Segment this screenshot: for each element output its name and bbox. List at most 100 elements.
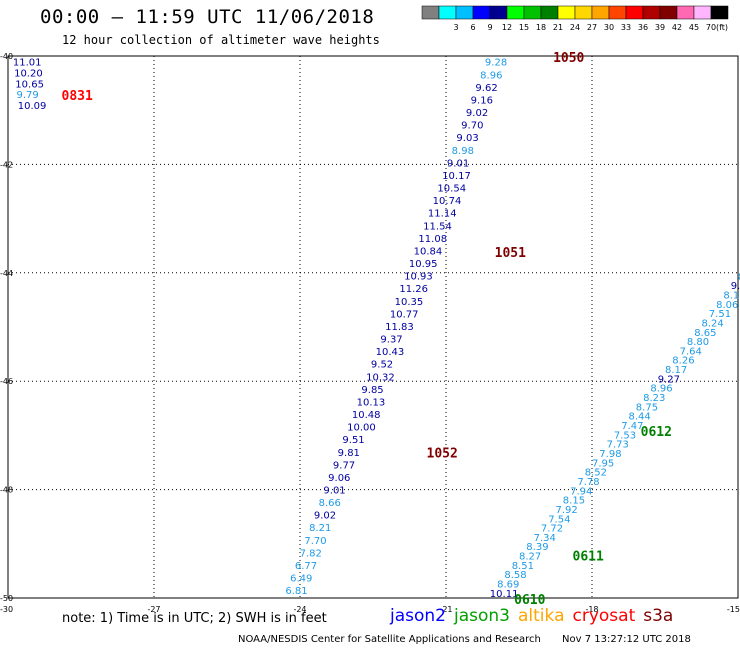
wave-height-label: 8.39 (526, 542, 548, 553)
grid-lines (8, 56, 738, 598)
wave-height-label: 8.17 (665, 365, 687, 376)
color-bin-label: 42 (672, 23, 682, 32)
color-bin-label: 39 (655, 23, 665, 32)
wave-height-label: 7.78 (577, 477, 599, 488)
wave-height-label: 9.52 (371, 360, 393, 371)
wave-height-label: 9.51 (342, 435, 364, 446)
color-bin (472, 5, 491, 20)
wave-height-label: 8 (738, 272, 740, 283)
color-bin-label: 15 (519, 23, 529, 32)
wave-height-label: 9.62 (475, 83, 497, 94)
wave-height-label: 9.01 (447, 158, 469, 169)
lon-tick-label: -15 (727, 605, 740, 614)
color-unit: (ft) (716, 23, 728, 32)
wave-height-label: 8.44 (629, 412, 651, 423)
note-text: note: 1) Time is in UTC; 2) SWH is in fe… (62, 611, 327, 626)
wave-height-label: 8.24 (702, 318, 724, 329)
color-bin (676, 5, 695, 20)
color-bin (421, 5, 440, 20)
pass-id-label: 0610 (514, 593, 545, 608)
track-1050: 9.288.969.629.169.029.709.038.989.0110.1… (285, 58, 507, 597)
color-bin (625, 5, 644, 20)
wave-height-label: 10.65 (15, 79, 44, 90)
legend-jason3: jason3 (454, 606, 510, 626)
wave-height-label: 7.94 (570, 486, 592, 497)
wave-height-label: 10.93 (404, 272, 433, 283)
wave-height-label: 10.74 (433, 196, 462, 207)
wave-height-label: 9.79 (17, 90, 39, 101)
wave-height-label: 7.34 (534, 533, 556, 544)
lat-tick-label: -50 (0, 594, 13, 603)
wave-height-label: 8.19 (723, 290, 740, 301)
color-bin-label: 12 (502, 23, 512, 32)
wave-height-label: 7.47 (621, 421, 643, 432)
color-bin (608, 5, 627, 20)
wave-height-label: 9.2 (731, 281, 740, 292)
lon-tick-label: -27 (147, 605, 160, 614)
track-labels: 11.0110.2010.659.7910.099.288.969.629.16… (13, 58, 740, 600)
color-bin-label: 30 (604, 23, 614, 32)
color-bin (574, 5, 593, 20)
wave-height-label: 8.52 (585, 468, 607, 479)
color-bin (489, 5, 508, 20)
wave-height-label: 11.14 (428, 209, 457, 220)
wave-height-label: 7.70 (304, 536, 326, 547)
wave-height-label: 8.98 (452, 146, 474, 157)
lat-tick-label: -46 (0, 377, 13, 386)
map-subtitle: 12 hour collection of altimeter wave hei… (62, 33, 380, 47)
footer: NOAA/NESDIS Center for Satellite Applica… (238, 634, 709, 645)
pass-labels: 0831 1050 1051 1052 0612 0611 0610 (62, 51, 672, 608)
map-title: 00:00 – 11:59 UTC 11/06/2018 (40, 6, 375, 28)
wave-height-label: 9.16 (471, 95, 493, 106)
color-bin-label: 27 (587, 23, 597, 32)
color-bin (438, 5, 457, 20)
color-bin-label: 45 (689, 23, 699, 32)
color-bin (642, 5, 661, 20)
wave-height-label: 9.77 (333, 460, 355, 471)
pass-id-label: 1051 (495, 246, 526, 261)
color-bin-label: 6 (470, 23, 475, 32)
color-bar: 3 6 9 12 15 18 21 24 27 30 33 36 39 42 45 70 (ft) (421, 5, 729, 32)
wave-height-label: 7.92 (556, 505, 578, 516)
lat-tick-label: -44 (0, 269, 13, 278)
legend-cryosat: cryosat (572, 606, 636, 626)
wave-height-label: 10.84 (414, 246, 443, 257)
wave-height-label: 9.02 (466, 108, 488, 119)
color-bin-label: 33 (621, 23, 631, 32)
wave-height-label: 7.53 (614, 430, 636, 441)
color-bin-label: 70 (706, 23, 716, 32)
wave-height-label: 10.17 (442, 171, 471, 182)
wave-height-label: 8.69 (497, 580, 519, 591)
wave-height-label: 9.70 (461, 121, 483, 132)
wave-height-label: 10.13 (357, 397, 386, 408)
wave-height-label: 10.95 (409, 259, 438, 270)
wave-height-label: 7.98 (599, 449, 621, 460)
wave-height-label: 11.54 (423, 221, 452, 232)
color-bin (659, 5, 678, 20)
wave-height-label: 10.54 (437, 184, 466, 195)
color-bin (557, 5, 576, 20)
color-bin (523, 5, 542, 20)
pass-id-label: 0831 (62, 89, 93, 104)
color-bin (455, 5, 474, 20)
wave-height-label: 8.80 (687, 337, 709, 348)
color-bin (506, 5, 525, 20)
legend-jason2: jason2 (390, 606, 446, 626)
lon-tick-label: -18 (585, 605, 598, 614)
wave-height-label: 10.77 (390, 309, 419, 320)
wave-height-label: 7.64 (680, 346, 702, 357)
wave-height-label: 8.27 (519, 552, 541, 563)
legend-s3a: s3a (643, 606, 674, 626)
wave-height-label: 10.43 (376, 347, 405, 358)
wave-height-label: 11.26 (399, 284, 428, 295)
color-bin-label: 18 (536, 23, 546, 32)
color-bin-label: 36 (638, 23, 648, 32)
wave-height-label: 7.72 (541, 524, 563, 535)
wave-height-label: 9.02 (314, 511, 336, 522)
wave-height-label: 9.37 (380, 335, 402, 346)
wave-height-label: 8.51 (512, 561, 534, 572)
wave-height-label: 9.03 (456, 133, 478, 144)
color-bin-label: 9 (487, 23, 492, 32)
wave-height-label: 8.21 (309, 523, 331, 534)
